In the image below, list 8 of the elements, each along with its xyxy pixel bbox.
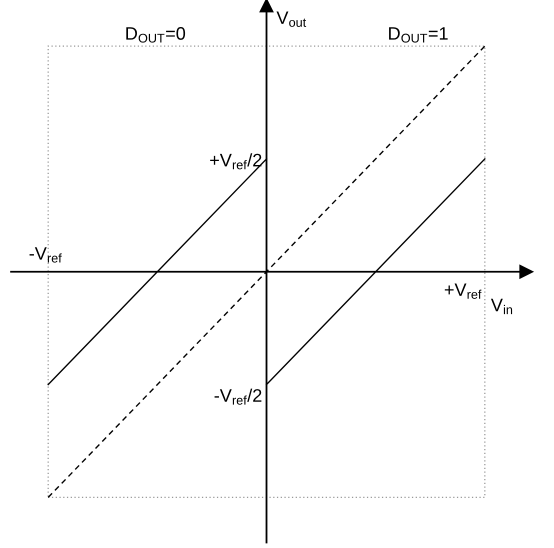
text: D$_{OUT}$=0 bbox=[126, 27, 186, 43]
annotation: -V$_{ref}$/2 bbox=[214, 388, 262, 405]
annotation: +V$_{ref}$ bbox=[444, 283, 482, 299]
annotation: +V$_{ref}$/2 bbox=[210, 153, 262, 170]
x-axis-title: V$_{in}$ bbox=[490, 298, 512, 314]
y-axis-title: V$_{out}$ bbox=[276, 11, 306, 27]
annotation: -V$_{ref}$ bbox=[30, 247, 62, 263]
text: D$_{OUT}$=1 bbox=[389, 27, 448, 43]
